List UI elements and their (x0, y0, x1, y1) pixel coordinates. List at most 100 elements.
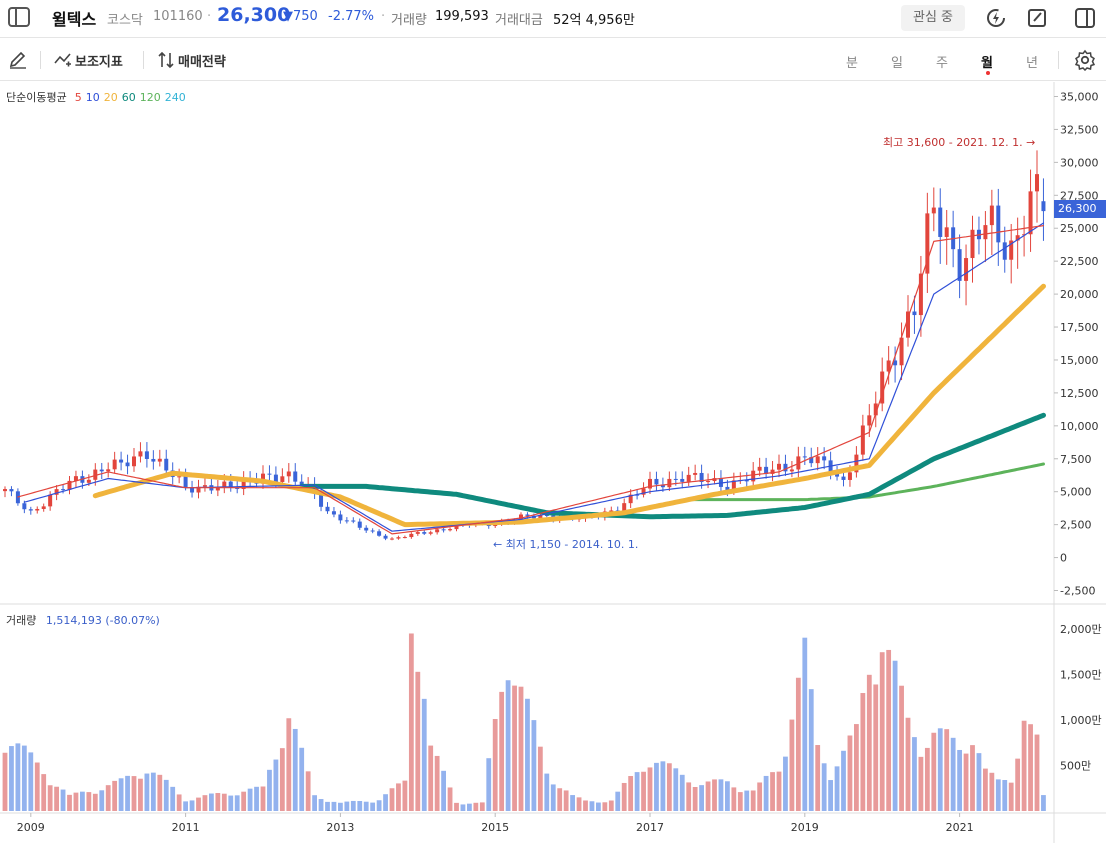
volume-legend-title: 거래량 (6, 614, 37, 627)
candle (3, 486, 7, 498)
candle-body (854, 454, 859, 473)
volume-bar (705, 781, 711, 811)
sidebar-toggle-icon[interactable] (8, 7, 30, 27)
candle (899, 322, 904, 381)
candle-body (996, 205, 1001, 243)
candle-body (61, 489, 66, 491)
candle-body (783, 463, 788, 472)
candle-body (802, 456, 807, 458)
volume-bar (737, 792, 743, 811)
ma-legend-item[interactable]: 240 (164, 91, 186, 104)
candle-body (731, 480, 736, 490)
candle-body (67, 480, 72, 490)
volume-bar (299, 747, 305, 811)
candle (286, 463, 291, 483)
candle (344, 517, 349, 524)
volume-bar (518, 686, 524, 811)
candle-body (1009, 240, 1014, 260)
volume-bar (241, 791, 247, 811)
period-day-tab[interactable]: 일 (891, 56, 903, 71)
volume-bar (73, 792, 79, 811)
volume-bar (570, 795, 575, 811)
price-chart[interactable]: 35,000 32,500 30,000 27,500 25,000 22,500 20,0… (0, 82, 1106, 843)
pencil-icon[interactable] (8, 50, 28, 70)
volume-bar (499, 691, 505, 811)
candle-body (54, 489, 59, 495)
candle-body (144, 451, 149, 459)
volume-bar (131, 776, 137, 811)
volume-bar (828, 780, 833, 811)
candle (35, 506, 40, 514)
edit-icon[interactable] (1026, 7, 1048, 29)
candle-body (912, 311, 917, 316)
candle (1002, 226, 1007, 273)
candle (61, 484, 66, 494)
y-tick-label: 5,000 (1060, 486, 1092, 499)
price-change-pct: -2.77% (328, 9, 374, 24)
ma-legend-item[interactable]: 120 (139, 91, 161, 104)
candle (1035, 150, 1039, 223)
volume-bar (112, 780, 118, 811)
volume-legend-value: 1,514,193 (-80.07%) (45, 614, 160, 627)
volume-bar (641, 771, 646, 811)
toolbar-divider (1058, 51, 1059, 69)
candle (641, 482, 646, 498)
candle-body (880, 371, 885, 404)
y-tick-label: 2,500 (1060, 519, 1092, 532)
candle (873, 391, 878, 428)
volume-bar (460, 804, 466, 811)
ma-legend-item[interactable]: 60 (121, 91, 136, 104)
candle-body (519, 514, 523, 521)
period-week-tab[interactable]: 주 (936, 56, 948, 71)
volume-bar (421, 698, 427, 811)
watchlist-button[interactable]: 관심 중 (901, 5, 965, 31)
volume-bar (396, 783, 401, 811)
candle-body (1022, 234, 1027, 236)
volume-bar (531, 720, 537, 811)
gear-icon[interactable] (1074, 49, 1096, 71)
x-tick-label: 2021 (946, 821, 974, 834)
volume-bar (234, 795, 240, 811)
volume-bar (60, 789, 66, 811)
volume-bar (486, 758, 492, 811)
volume-bar (473, 802, 479, 811)
candle-body (628, 494, 633, 504)
volume-bar (731, 787, 737, 811)
candle-body (293, 471, 298, 482)
candle-body (744, 480, 749, 482)
indicator-icon (54, 53, 71, 67)
volume-bar (357, 800, 363, 811)
candle (667, 471, 672, 492)
volume-bar (492, 719, 498, 811)
volume-bar (376, 800, 382, 811)
period-year-tab[interactable]: 년 (1026, 56, 1038, 71)
volume-bar (9, 746, 14, 811)
ma-legend-item[interactable]: 20 (103, 91, 118, 104)
flash-icon[interactable] (985, 7, 1007, 29)
panel-toggle-icon[interactable] (1074, 7, 1096, 29)
candle-body (751, 470, 756, 482)
volume-bar (512, 685, 517, 811)
candle-body (448, 529, 453, 531)
strategy-button[interactable]: 매매전략 (178, 55, 226, 70)
indicators-button[interactable]: 보조지표 (75, 55, 123, 70)
candle (357, 518, 362, 530)
period-month-tab[interactable]: 월 (981, 56, 993, 71)
volume-bar (899, 685, 904, 811)
candle-body (177, 476, 182, 478)
ma-legend-item[interactable]: 5 (74, 91, 82, 104)
candle-body (1035, 174, 1039, 192)
volume-tick-label: 1,000만 (1060, 714, 1102, 727)
volume-bar (957, 749, 962, 811)
volume-bar (634, 772, 640, 811)
volume-bar (1034, 734, 1040, 811)
candle-body (235, 487, 240, 490)
candle-body (757, 466, 762, 471)
candle-body (351, 520, 356, 522)
volume-bar (105, 785, 111, 811)
ma-legend-item[interactable]: 10 (85, 91, 100, 104)
volume-bar (692, 787, 698, 811)
volume-bar (924, 747, 930, 811)
period-minute-tab[interactable]: 분 (846, 56, 858, 71)
